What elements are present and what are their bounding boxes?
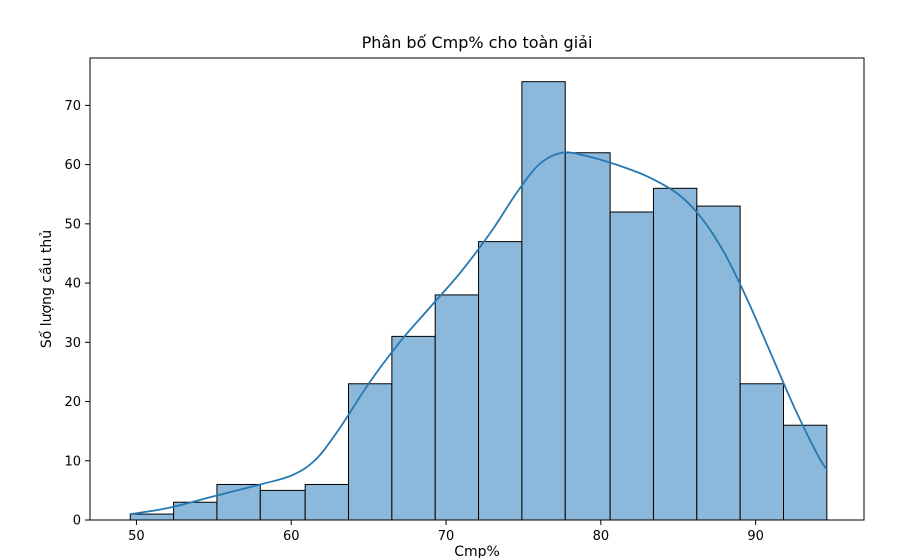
y-axis-label: Số lượng cầu thủ <box>38 230 55 348</box>
x-tick-label-60: 60 <box>283 529 300 544</box>
y-tick-label-10: 10 <box>64 454 81 469</box>
x-axis-label: Cmp% <box>454 544 500 558</box>
chart-title: Phân bố Cmp% cho toàn giải <box>362 33 593 52</box>
histogram-bar-8 <box>478 241 523 521</box>
histogram-bar-4 <box>304 483 350 521</box>
histogram-bars <box>129 81 828 521</box>
histogram-bar-7 <box>434 294 480 521</box>
y-tick-label-20: 20 <box>64 395 81 410</box>
x-tick-label-80: 80 <box>593 529 610 544</box>
y-tick-label-60: 60 <box>64 158 81 173</box>
y-tick-label-70: 70 <box>64 99 81 114</box>
histogram-bar-12 <box>652 187 698 521</box>
histogram-bar-0 <box>129 513 175 521</box>
plot-area-frame <box>89 57 865 521</box>
y-tick-label-0: 0 <box>73 514 81 529</box>
x-tick-label-90: 90 <box>747 529 764 544</box>
histogram-bar-11 <box>609 211 654 521</box>
histogram-bar-10 <box>564 152 611 521</box>
histogram-bar-3 <box>259 489 306 521</box>
histogram-bar-13 <box>696 205 741 521</box>
histogram-bar-14 <box>739 383 785 521</box>
kde-curve <box>130 151 828 515</box>
y-tick-label-50: 50 <box>64 217 81 232</box>
histogram-bar-9 <box>521 81 566 521</box>
histogram-bar-5 <box>348 383 393 521</box>
y-tick-label-40: 40 <box>64 277 81 292</box>
x-tick-label-70: 70 <box>438 529 455 544</box>
x-tick-label-50: 50 <box>128 529 145 544</box>
y-axis-ticks: 0 10 20 30 40 50 60 70 <box>64 99 90 529</box>
histogram-bar-6 <box>391 335 436 521</box>
y-tick-label-30: 30 <box>64 336 81 351</box>
histogram-bar-15 <box>783 424 828 521</box>
x-axis-ticks: 50 60 70 80 90 <box>128 520 764 544</box>
